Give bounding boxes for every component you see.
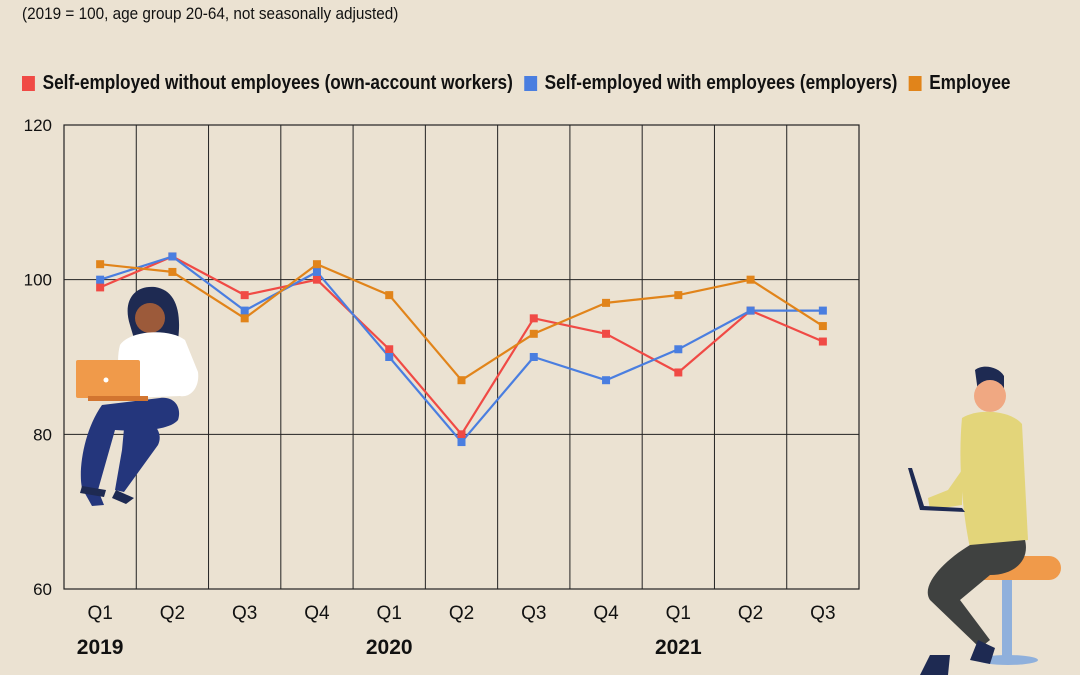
data-point-employee — [746, 275, 755, 284]
data-point-without-employees — [457, 430, 466, 439]
data-point-with-employees — [168, 252, 177, 261]
x-tick-label: Q2 — [738, 603, 763, 624]
year-label: 2021 — [655, 636, 702, 659]
legend-label-with-employees: Self-employed with employees (employers) — [544, 71, 898, 94]
data-point-employee — [312, 260, 321, 269]
x-tick-label: Q1 — [377, 603, 402, 624]
data-point-employee — [457, 376, 466, 385]
data-point-without-employees — [818, 337, 827, 346]
man-with-laptop-illustration — [908, 366, 1061, 675]
legend-item-with-employees: Self-employed with employees (employers) — [524, 72, 897, 95]
data-point-without-employees — [602, 329, 611, 338]
data-point-employee — [529, 329, 538, 338]
data-point-with-employees — [746, 306, 755, 315]
data-point-employee — [96, 260, 105, 269]
data-point-with-employees — [674, 345, 683, 354]
x-tick-label: Q2 — [449, 603, 474, 624]
x-axis-ticks: Q1 Q2 Q3 Q4 Q1 Q2 Q3 Q4 Q1 Q2 Q3 2019 2020 2021 — [77, 603, 836, 659]
year-label: 2019 — [77, 636, 124, 659]
data-point-with-employees — [385, 353, 394, 361]
data-point-employee — [818, 322, 827, 331]
data-point-employee — [602, 298, 611, 307]
data-point-with-employees — [529, 353, 538, 361]
x-tick-label: Q4 — [304, 603, 330, 624]
data-point-with-employees — [96, 275, 105, 284]
x-tick-label: Q2 — [160, 603, 185, 624]
woman-with-laptop-illustration — [76, 286, 199, 506]
legend-label-without-employees: Self-employed without employees (own-acc… — [42, 71, 513, 94]
y-axis-ticks: 60 80 100 120 — [24, 116, 52, 599]
y-tick-label: 60 — [33, 580, 52, 599]
x-tick-label: Q1 — [87, 603, 112, 624]
legend-swatch-orange — [908, 75, 922, 91]
data-point-without-employees — [312, 275, 321, 284]
data-point-employee — [168, 267, 177, 276]
x-tick-label: Q1 — [666, 603, 691, 624]
y-tick-label: 120 — [24, 116, 52, 135]
y-tick-label: 100 — [24, 271, 52, 290]
series-markers — [96, 252, 827, 447]
data-point-employee — [385, 291, 394, 300]
x-tick-label: Q3 — [521, 603, 546, 624]
legend-item-without-employees: Self-employed without employees (own-acc… — [22, 72, 513, 95]
legend-swatch-blue — [524, 75, 537, 91]
data-point-employee — [674, 291, 683, 300]
x-tick-label: Q3 — [232, 603, 257, 624]
y-tick-label: 80 — [33, 425, 52, 444]
data-point-with-employees — [240, 306, 249, 315]
year-label: 2020 — [366, 636, 413, 659]
data-point-without-employees — [529, 314, 538, 323]
chart-legend: Self-employed without employees (own-acc… — [22, 70, 1022, 96]
legend-item-employee: Employee — [908, 71, 1011, 95]
data-point-without-employees — [96, 283, 105, 292]
data-point-employee — [240, 314, 249, 323]
legend-swatch-red — [22, 75, 35, 91]
data-point-without-employees — [385, 345, 394, 354]
legend-label-employee: Employee — [929, 71, 1011, 94]
data-point-without-employees — [240, 291, 249, 300]
x-tick-label: Q4 — [593, 603, 619, 624]
data-point-with-employees — [312, 267, 321, 276]
x-tick-label: Q3 — [810, 603, 835, 624]
data-point-with-employees — [457, 438, 466, 447]
chart-subtitle: (2019 = 100, age group 20-64, not season… — [22, 4, 399, 23]
data-point-with-employees — [818, 306, 827, 315]
data-point-without-employees — [674, 368, 683, 377]
data-point-with-employees — [602, 376, 611, 385]
plot-frame — [63, 124, 860, 590]
